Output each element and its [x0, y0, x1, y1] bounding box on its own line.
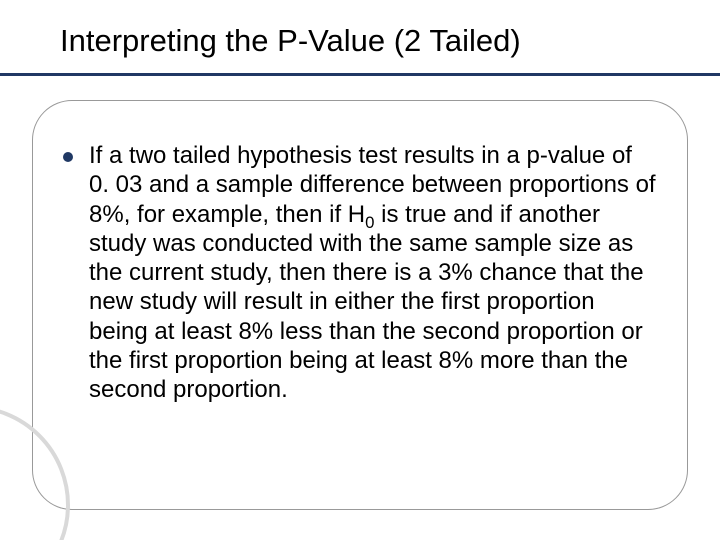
slide: Interpreting the P-Value (2 Tailed) If a…	[0, 0, 720, 540]
subscript: 0	[365, 212, 374, 231]
title-underline	[0, 73, 720, 76]
bullet-icon	[63, 152, 73, 162]
body-text: If a two tailed hypothesis test results …	[89, 141, 657, 404]
slide-title: Interpreting the P-Value (2 Tailed)	[60, 22, 680, 59]
bullet-row: If a two tailed hypothesis test results …	[63, 141, 657, 404]
title-wrap: Interpreting the P-Value (2 Tailed)	[60, 22, 680, 59]
content-box: If a two tailed hypothesis test results …	[32, 100, 688, 510]
